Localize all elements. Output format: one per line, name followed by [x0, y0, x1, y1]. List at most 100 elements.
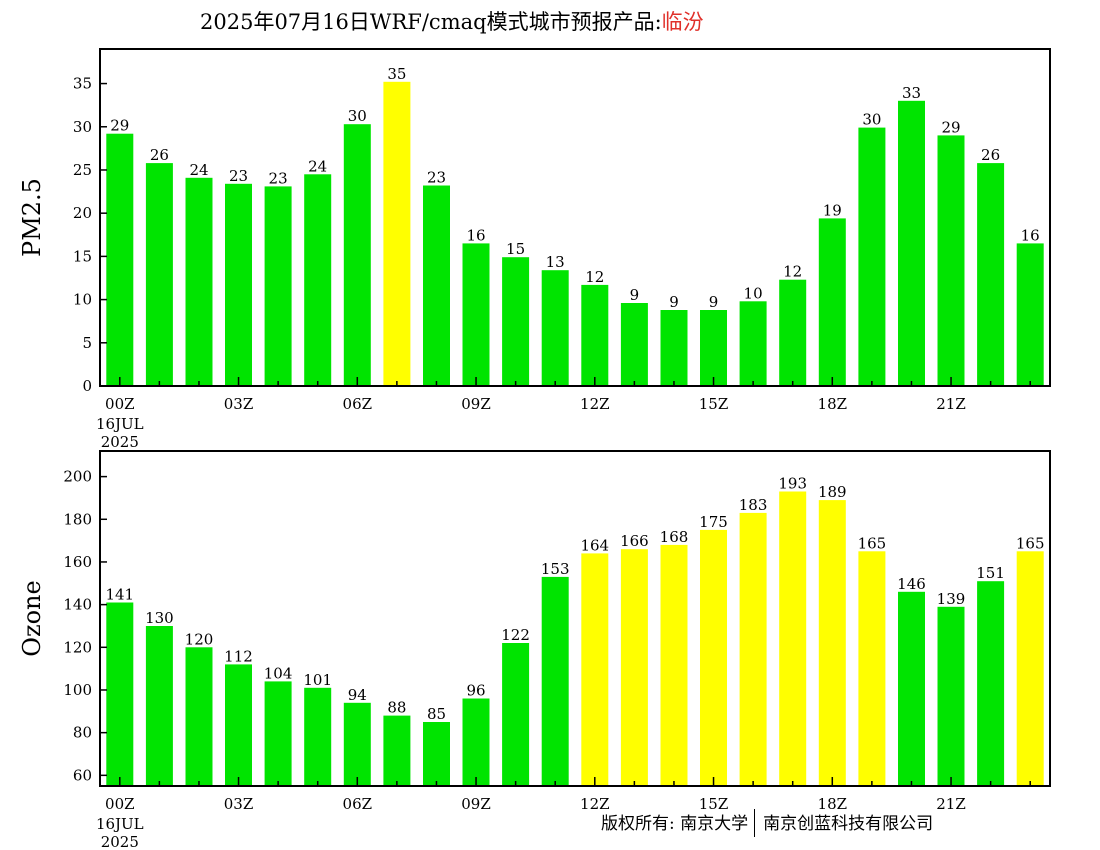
bar-ozone-0 [106, 602, 134, 786]
bar-pm25-15 [700, 310, 727, 386]
y-tick-label: 35 [73, 75, 92, 93]
data-label: 12 [585, 268, 604, 286]
data-label: 151 [976, 564, 1005, 582]
x-tick-label: 12Z [580, 395, 610, 413]
bar-pm25-9 [462, 243, 490, 386]
data-label: 168 [660, 528, 689, 546]
x-tick-label: 00Z [105, 395, 135, 413]
y-tick-label: 10 [73, 291, 92, 309]
bar-pm25-12 [581, 284, 609, 386]
y-tick-label: 160 [63, 553, 92, 571]
bar-ozone-16 [739, 512, 767, 786]
x-date-label: 16JUL [96, 815, 144, 833]
bar-pm25-14 [660, 310, 688, 386]
data-label: 130 [145, 609, 174, 627]
y-tick-label: 20 [73, 204, 92, 222]
data-label: 175 [699, 513, 728, 531]
bar-ozone-11 [541, 576, 569, 786]
data-label: 120 [185, 630, 214, 648]
copyright-footer: 版权所有: 南京大学 南京创蓝科技有限公司 [601, 809, 933, 837]
x-tick-label: 06Z [343, 795, 373, 813]
bar-ozone-19 [858, 551, 886, 786]
data-label: 164 [580, 536, 609, 554]
bar-ozone-23 [1016, 551, 1044, 786]
bar-ozone-12 [581, 553, 609, 786]
data-label: 139 [937, 590, 966, 608]
data-label: 23 [269, 169, 288, 187]
data-label: 104 [264, 664, 293, 682]
bar-pm25-4 [264, 186, 292, 386]
data-label: 189 [818, 483, 847, 501]
data-label: 16 [1021, 226, 1040, 244]
x-tick-label: 15Z [699, 795, 729, 813]
data-label: 13 [546, 253, 565, 271]
bar-ozone-7 [383, 715, 411, 786]
x-tick-label: 18Z [818, 395, 848, 413]
bar-ozone-17 [779, 491, 807, 786]
x-tick-label: 21Z [936, 795, 966, 813]
bar-ozone-1 [145, 626, 173, 786]
data-label: 30 [862, 111, 881, 129]
data-label: 16 [466, 226, 485, 244]
bar-ozone-15 [700, 529, 727, 786]
x-tick-label: 18Z [818, 795, 848, 813]
bar-ozone-20 [898, 591, 925, 786]
bar-pm25-19 [858, 127, 886, 386]
data-label: 165 [1016, 534, 1045, 552]
bar-pm25-5 [304, 174, 332, 386]
y-axis-label: Ozone [18, 580, 46, 656]
y-tick-label: 30 [73, 118, 92, 136]
y-tick-label: 5 [82, 334, 92, 352]
y-tick-label: 140 [63, 596, 92, 614]
data-label: 122 [501, 626, 530, 644]
bar-pm25-16 [739, 301, 767, 386]
x-tick-label: 00Z [105, 795, 135, 813]
data-label: 153 [541, 560, 570, 578]
bar-ozone-6 [343, 702, 371, 786]
data-label: 96 [466, 682, 485, 700]
bar-pm25-7 [383, 81, 411, 387]
title-city: 临汾 [661, 10, 704, 34]
bar-pm25-20 [898, 100, 925, 387]
footer-company: 南京创蓝科技有限公司 [763, 814, 934, 834]
data-label: 19 [823, 201, 842, 219]
bar-pm25-18 [818, 218, 846, 386]
data-label: 12 [783, 263, 802, 281]
y-axis-label: PM2.5 [18, 178, 46, 257]
y-tick-label: 180 [63, 510, 92, 528]
bar-pm25-3 [225, 183, 252, 386]
footer-separator [754, 809, 756, 837]
data-label: 26 [981, 146, 1000, 164]
bar-pm25-23 [1016, 243, 1044, 386]
data-label: 35 [387, 65, 406, 83]
bar-ozone-9 [462, 698, 490, 786]
x-tick-label: 06Z [343, 395, 373, 413]
x-tick-label: 09Z [461, 795, 491, 813]
data-label: 29 [941, 118, 960, 136]
x-tick-label: 21Z [936, 395, 966, 413]
plot-frame [99, 450, 1051, 787]
x-date-label: 16JUL [96, 415, 144, 433]
bar-pm25-0 [106, 133, 134, 386]
data-label: 9 [709, 293, 719, 311]
data-label: 165 [858, 534, 887, 552]
data-label: 146 [897, 575, 926, 593]
bar-ozone-18 [818, 500, 846, 786]
bar-ozone-5 [304, 687, 332, 786]
bar-pm25-1 [145, 163, 173, 386]
bar-pm25-2 [185, 177, 213, 386]
data-label: 33 [902, 84, 921, 102]
bar-pm25-13 [620, 303, 648, 386]
y-tick-label: 120 [63, 638, 92, 656]
bar-ozone-4 [264, 681, 292, 786]
bar-ozone-21 [937, 606, 965, 786]
y-tick-label: 25 [73, 161, 92, 179]
chart-title: 2025年07月16日WRF/cmaq模式城市预报产品:临汾 [200, 6, 704, 36]
y-tick-label: 100 [63, 681, 92, 699]
footer-copyright: 版权所有: 南京大学 [601, 814, 749, 834]
data-label: 30 [348, 107, 367, 125]
x-tick-label: 03Z [224, 395, 254, 413]
bar-ozone-3 [225, 664, 252, 786]
x-date-label: 2025 [101, 433, 139, 451]
